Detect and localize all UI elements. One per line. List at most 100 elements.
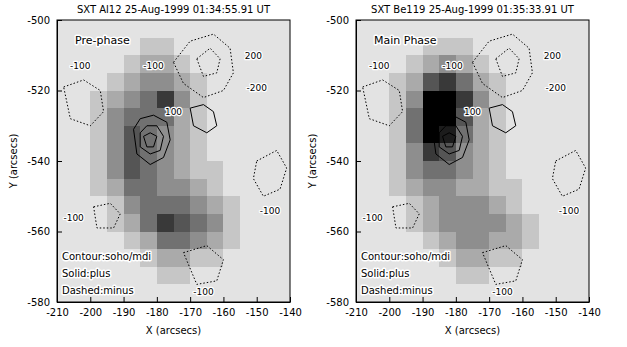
image-cell — [90, 196, 107, 214]
x-tick-label: -200 — [79, 307, 102, 318]
image-cell — [489, 20, 506, 38]
image-cell — [506, 179, 523, 197]
image-cell — [190, 179, 207, 197]
image-cell — [174, 179, 191, 197]
image-cell — [140, 196, 157, 214]
image-cell — [539, 108, 556, 126]
image-cell — [373, 161, 390, 179]
image-cell — [423, 179, 440, 197]
image-cell — [207, 232, 224, 250]
contour-minus — [496, 48, 519, 76]
image-cell — [140, 108, 157, 126]
image-cell — [174, 267, 191, 285]
image-cell — [140, 267, 157, 285]
image-cell — [257, 108, 274, 126]
x-axis: -210-200-190-180-170-160-150-140 — [345, 297, 601, 318]
x-tick-label: -210 — [46, 307, 69, 318]
image-cell — [423, 55, 440, 73]
image-cell — [556, 20, 573, 38]
image-cell — [389, 214, 406, 232]
x-tick-mark — [556, 297, 557, 302]
image-cell — [257, 91, 274, 109]
image-cell — [539, 267, 556, 285]
image-cell — [522, 143, 539, 161]
image-cell — [57, 108, 74, 126]
image-cell — [522, 73, 539, 91]
x-tick-mark — [90, 297, 91, 302]
y-tick-mark — [356, 302, 361, 303]
x-tick-label: -140 — [578, 307, 601, 318]
x-tick: -170 — [478, 297, 501, 318]
image-cell — [522, 108, 539, 126]
contour-plus — [433, 115, 470, 164]
image-cell — [572, 73, 589, 91]
image-cell — [373, 108, 390, 126]
y-tick-label: -580 — [326, 297, 349, 308]
image-cell — [423, 214, 440, 232]
image-cell — [273, 126, 290, 144]
x-tick-mark — [456, 297, 457, 302]
image-cell — [124, 91, 141, 109]
contour-plus — [190, 105, 217, 133]
image-cell — [406, 179, 423, 197]
image-cell — [57, 20, 74, 38]
contour-label: -100 — [143, 61, 164, 71]
image-cell — [240, 143, 257, 161]
image-cell — [273, 214, 290, 232]
image-cell — [489, 143, 506, 161]
image-cell — [174, 38, 191, 56]
image-cell — [257, 232, 274, 250]
y-tick-mark — [57, 161, 62, 162]
x-tick-label: -150 — [246, 307, 269, 318]
image-cell — [223, 232, 240, 250]
x-tick-mark — [522, 297, 523, 302]
image-cell — [207, 249, 224, 267]
plot-frame — [356, 20, 589, 302]
image-cell — [406, 214, 423, 232]
image-cell — [489, 214, 506, 232]
x-tick-mark — [423, 297, 424, 302]
image-cell — [190, 55, 207, 73]
image-cell — [356, 232, 373, 250]
image-cell — [522, 267, 539, 285]
image-cell — [124, 143, 141, 161]
image-cell — [273, 284, 290, 302]
image-cell — [406, 91, 423, 109]
image-cell — [389, 91, 406, 109]
image-cell — [223, 55, 240, 73]
x-tick-label: -190 — [113, 307, 136, 318]
image-cell — [522, 161, 539, 179]
image-cell — [356, 20, 373, 38]
image-cell — [439, 284, 456, 302]
image-cell — [107, 143, 124, 161]
x-tick-label: -170 — [179, 307, 202, 318]
image-cell — [57, 73, 74, 91]
image-cell — [572, 91, 589, 109]
image-cell — [223, 20, 240, 38]
image-cell — [456, 249, 473, 267]
y-tick-mark — [57, 20, 62, 21]
y-tick-label: -560 — [326, 226, 349, 237]
image-cell — [506, 108, 523, 126]
y-axis: -580-560-540-520-500 — [27, 15, 62, 308]
x-tick: -150 — [545, 297, 568, 318]
image-cell — [389, 161, 406, 179]
image-cell — [57, 161, 74, 179]
image-cell — [423, 126, 440, 144]
image-cell — [223, 38, 240, 56]
y-tick-label: -540 — [27, 156, 50, 167]
image-cell — [539, 284, 556, 302]
image-cell — [556, 126, 573, 144]
x-tick: -200 — [378, 297, 401, 318]
contour-label: -100 — [193, 287, 214, 297]
image-cell — [90, 161, 107, 179]
image-cell — [257, 267, 274, 285]
image-cell — [489, 55, 506, 73]
image-cell — [273, 249, 290, 267]
image-cell — [356, 161, 373, 179]
contour-minus — [482, 246, 522, 285]
image-cell — [74, 73, 91, 91]
contour-plus — [134, 115, 171, 164]
x-tick-label: -200 — [378, 307, 401, 318]
panel-title: SXT Al12 25-Aug-1999 01:34:55.91 UT — [77, 4, 271, 15]
